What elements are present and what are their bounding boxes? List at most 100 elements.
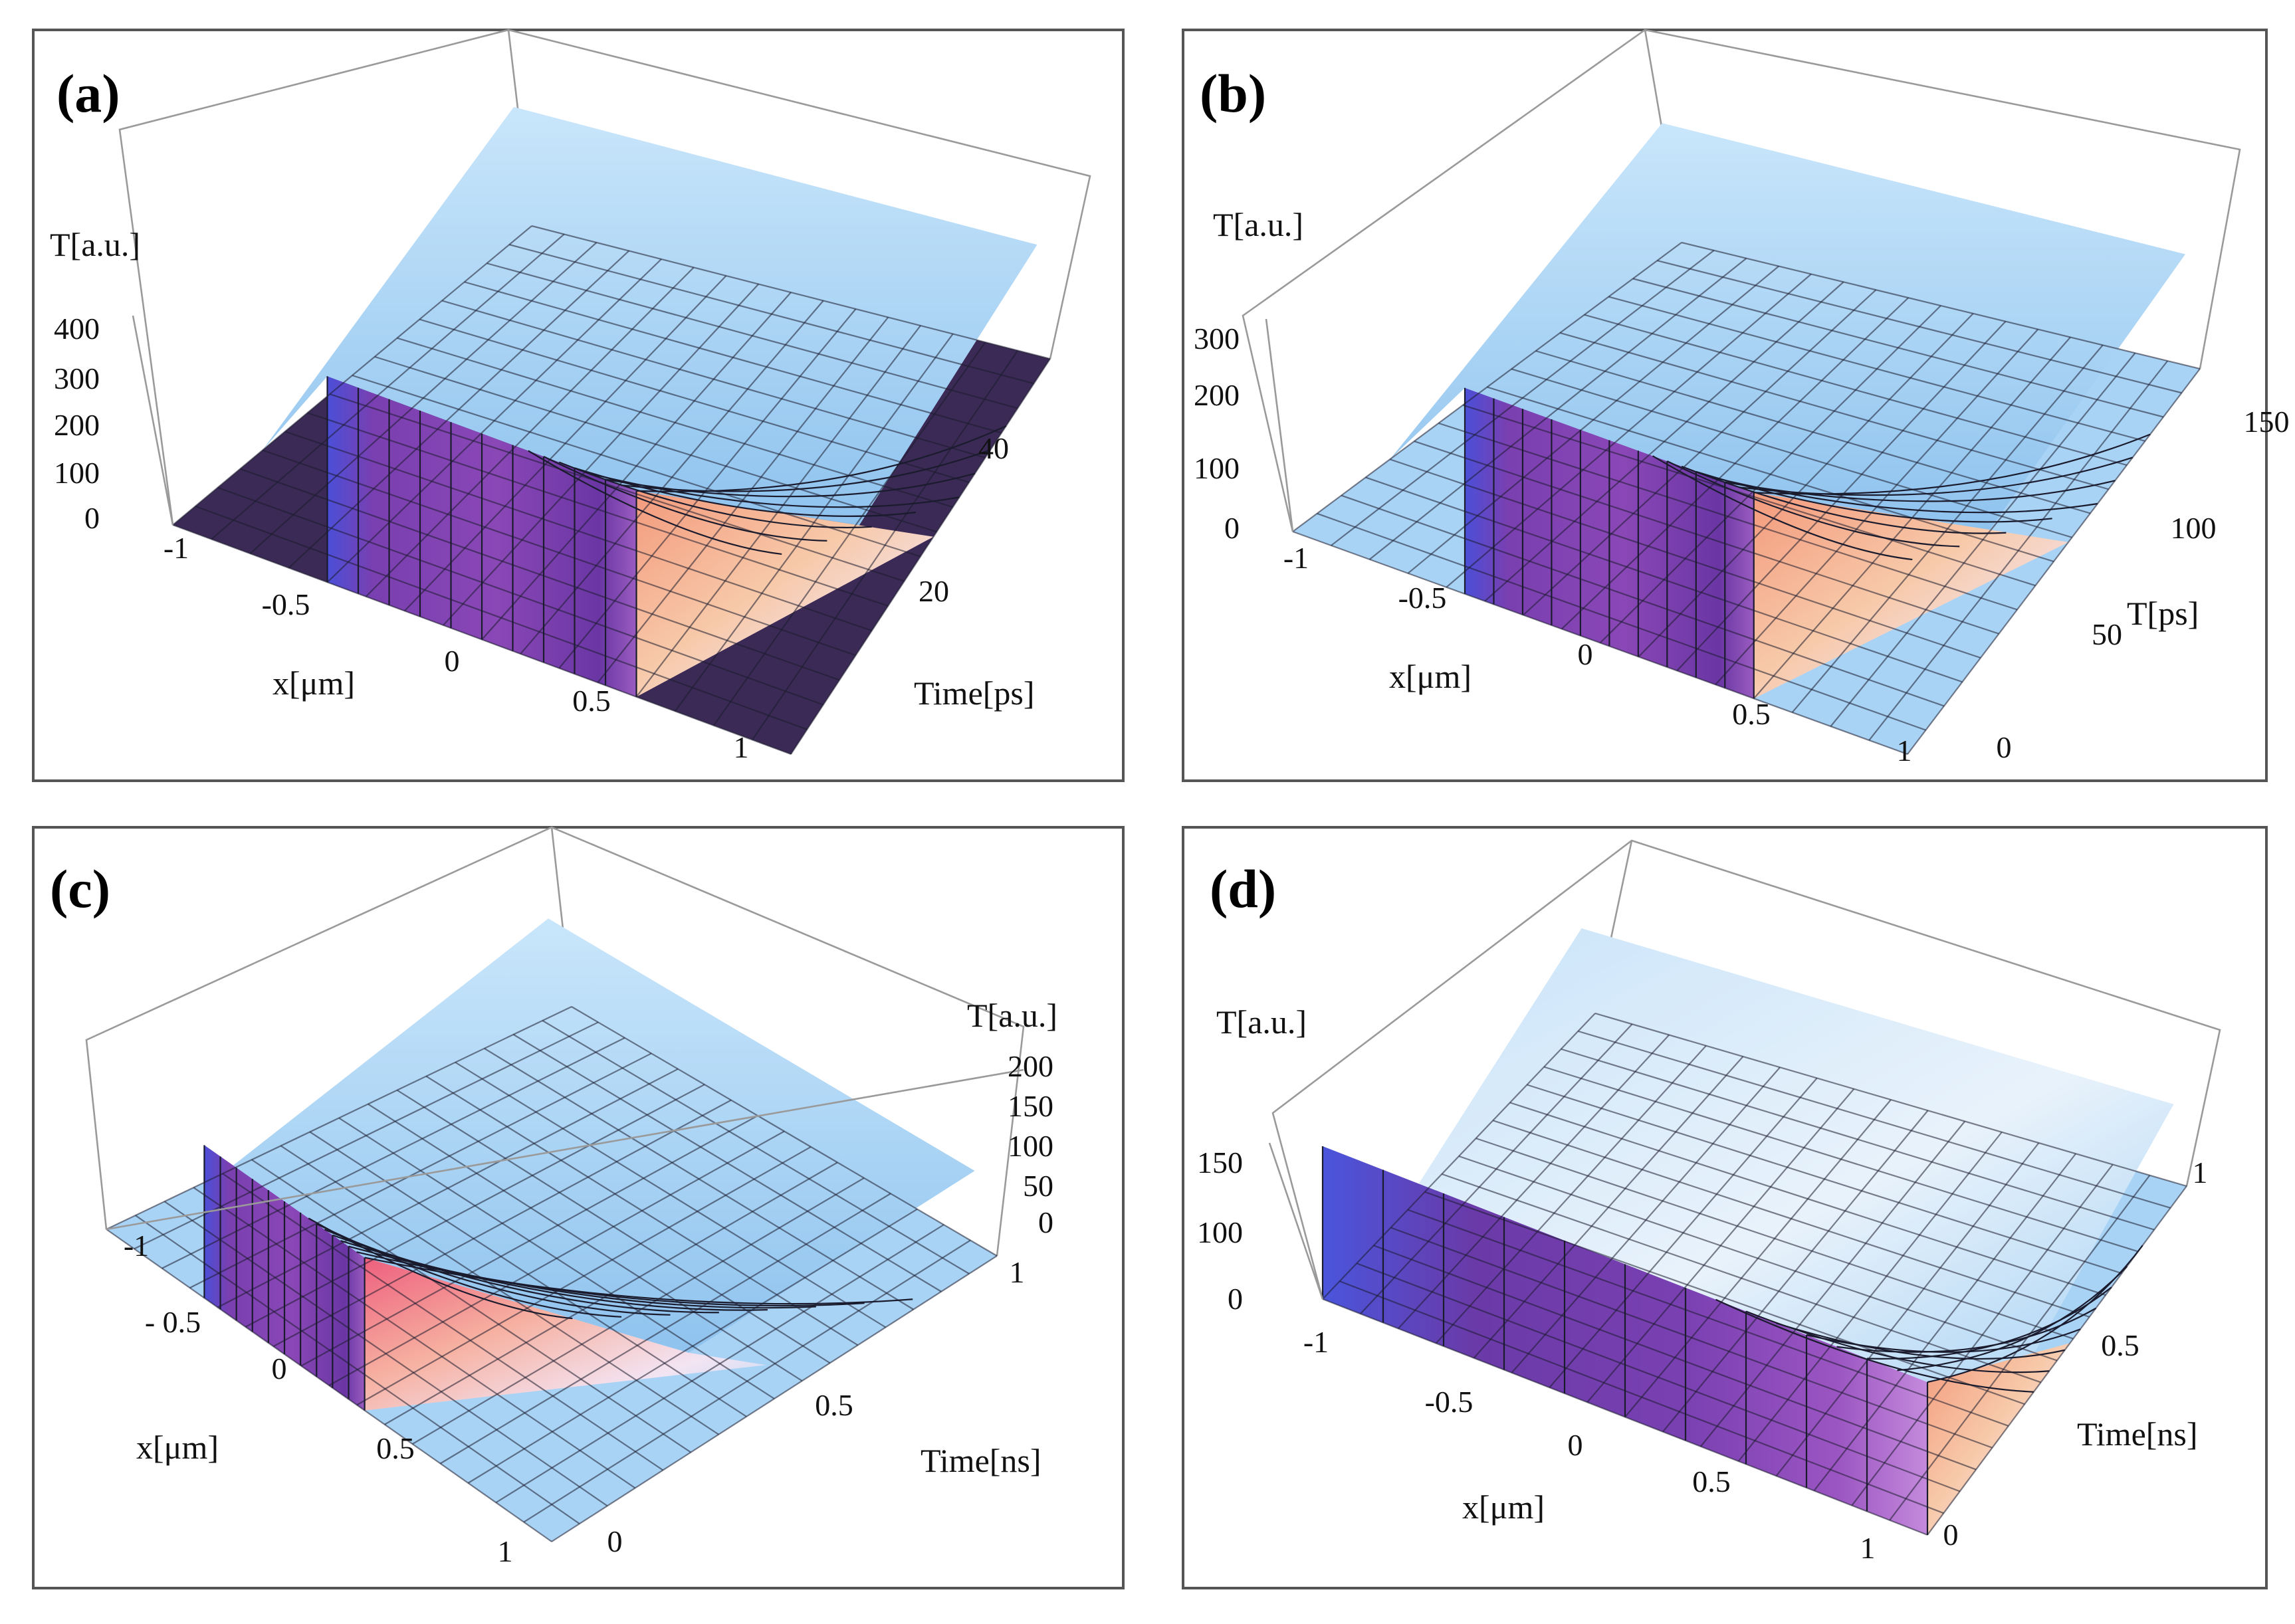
- z-tick-label: 0: [1224, 511, 1240, 545]
- x-tick-label: 1: [498, 1534, 513, 1568]
- x-tick-label: 0.5: [572, 684, 611, 718]
- x-axis-label: x[μm]: [1462, 1488, 1545, 1526]
- floor-grid-line: [1475, 1138, 2074, 1340]
- y-axis-label: Time[ns]: [921, 1442, 1041, 1479]
- floor-grid-line: [487, 262, 1018, 409]
- slope-grid-line: [1739, 457, 2133, 496]
- floor-grid-line: [368, 1103, 803, 1382]
- floor-grid-line: [396, 1089, 831, 1364]
- floor-grid-line: [1907, 368, 2201, 755]
- surface-decay-slope: [1753, 492, 2068, 699]
- floor-grid-line: [1638, 313, 1974, 658]
- y-tick-label: 1: [2193, 1156, 2208, 1189]
- x-tick-label: -1: [164, 531, 189, 565]
- floor-grid-line: [412, 1177, 865, 1445]
- floor-grid-line: [751, 350, 1019, 741]
- z-axis-label: T[a.u.]: [1213, 206, 1303, 243]
- slope-grid-line: [356, 1251, 865, 1307]
- y-tick-label: 150: [2244, 405, 2290, 439]
- z-axis-line: [106, 1068, 1024, 1231]
- panel-d: (d)T[a.u.]x[μm]Time[ns]-1-0.500.51 00.510…: [1182, 826, 2268, 1589]
- floor-grid-line: [338, 1117, 775, 1399]
- z-axis-label: T[a.u.]: [967, 997, 1057, 1034]
- floor-grid-line: [674, 333, 954, 712]
- floor-grid-line: [520, 300, 824, 655]
- z-tick-label: 0: [84, 501, 100, 535]
- floor-grid-line: [1681, 241, 2201, 370]
- y-tick-label: 100: [2171, 511, 2217, 545]
- x-axis-label: x[μm]: [273, 664, 355, 702]
- floor-grid-line: [425, 1075, 859, 1346]
- floor-grid-line: [484, 1047, 914, 1310]
- floor-grid-line: [1511, 368, 2072, 538]
- slope-grid-line: [340, 1240, 768, 1311]
- floor-grid-line: [531, 225, 1051, 360]
- y-tick-label: 0.5: [815, 1388, 853, 1422]
- floor-grid-line: [1632, 278, 2164, 418]
- y-tick-label: 1: [1010, 1255, 1025, 1289]
- z-tick-label: 200: [1008, 1049, 1053, 1083]
- slope-grid-line: [1927, 1245, 2143, 1383]
- x-tick-label: 0.5: [1732, 697, 1771, 731]
- floor-grid-line: [1889, 1175, 2151, 1521]
- floor-grid-line: [384, 1162, 838, 1425]
- floor-grid-line: [1868, 360, 2169, 741]
- surface-top: [263, 107, 1038, 526]
- floor-grid-line: [1578, 1030, 2171, 1209]
- floor-grid-line: [558, 308, 857, 669]
- x-tick-label: 1: [1897, 734, 1912, 767]
- floor-grid-line: [1584, 314, 2128, 466]
- x-tick-label: 0: [272, 1352, 287, 1385]
- panel-c: (c)T[a.u.]x[μm] Time[ns]-1- 0.500.51 00.51…: [32, 826, 1125, 1589]
- floor-grid-line: [419, 318, 970, 483]
- y-axis-label: T[ps]: [2127, 595, 2199, 632]
- z-tick-label: 100: [1194, 451, 1240, 485]
- y-axis-label: Time[ps]: [914, 674, 1035, 712]
- z-tick-label: 200: [1194, 378, 1240, 412]
- x-tick-label: -0.5: [1425, 1385, 1474, 1419]
- floor-grid-line: [1458, 1155, 2058, 1362]
- x-tick-label: -1: [1303, 1325, 1329, 1359]
- panel-a: (a)T[a.u.]x[μm] Time[ps]-1-0.500.51204001…: [32, 29, 1125, 782]
- slope-grid-line: [1753, 433, 2151, 495]
- floor-grid-line: [1851, 1164, 2114, 1506]
- floor-grid-line: [571, 1006, 998, 1257]
- floor-grid-line: [1492, 1120, 2090, 1318]
- floor-grid-line: [551, 1255, 998, 1542]
- floor-grid-line: [512, 1033, 942, 1292]
- z-tick-label: 150: [1008, 1089, 1053, 1123]
- z-tick-label: 100: [1008, 1129, 1053, 1163]
- x-tick-label: -1: [124, 1229, 149, 1263]
- floor-grid-line: [1676, 320, 2007, 672]
- floor-grid-line: [1662, 1110, 1929, 1433]
- slope-grid-line: [1695, 470, 2052, 523]
- floor-grid-line: [523, 1239, 971, 1523]
- floor-grid-line: [1657, 260, 2182, 394]
- floor-grid-line: [712, 342, 986, 726]
- x-tick-label: 0.5: [376, 1431, 415, 1465]
- z-tick-label: 0: [1228, 1282, 1243, 1316]
- floor-grid-line: [1543, 1066, 2139, 1253]
- z-axis-label: T[a.u.]: [1216, 1003, 1307, 1041]
- x-tick-label: 0: [1578, 637, 1593, 671]
- slope-grid-line: [528, 450, 782, 556]
- floor-grid-line: [1535, 350, 2091, 514]
- floor-grid-line: [464, 281, 1002, 434]
- z-tick-label: 150: [1197, 1146, 1243, 1179]
- slope-grid-line: [621, 449, 991, 492]
- floor-grid-line: [352, 374, 921, 558]
- floor-grid-line: [1509, 1102, 2106, 1296]
- z-tick-label: 300: [1194, 322, 1240, 355]
- floor-grid-line: [508, 244, 1034, 385]
- panels-layer: (a)T[a.u.]x[μm] Time[ps]-1-0.500.51204001…: [32, 29, 2290, 1589]
- panel-label: (a): [56, 63, 120, 124]
- floor-grid-line: [1559, 332, 2109, 490]
- floor-grid-line: [1737, 1132, 2003, 1462]
- floor-grid-line: [790, 358, 1051, 755]
- slope-grid-line: [1836, 1307, 2097, 1353]
- y-tick-label: 50: [2092, 617, 2122, 651]
- slope-grid-line: [1715, 1298, 2034, 1393]
- floor-grid-line: [597, 316, 889, 683]
- slope-grid-line: [636, 425, 1007, 492]
- floor-grid-line: [397, 337, 954, 508]
